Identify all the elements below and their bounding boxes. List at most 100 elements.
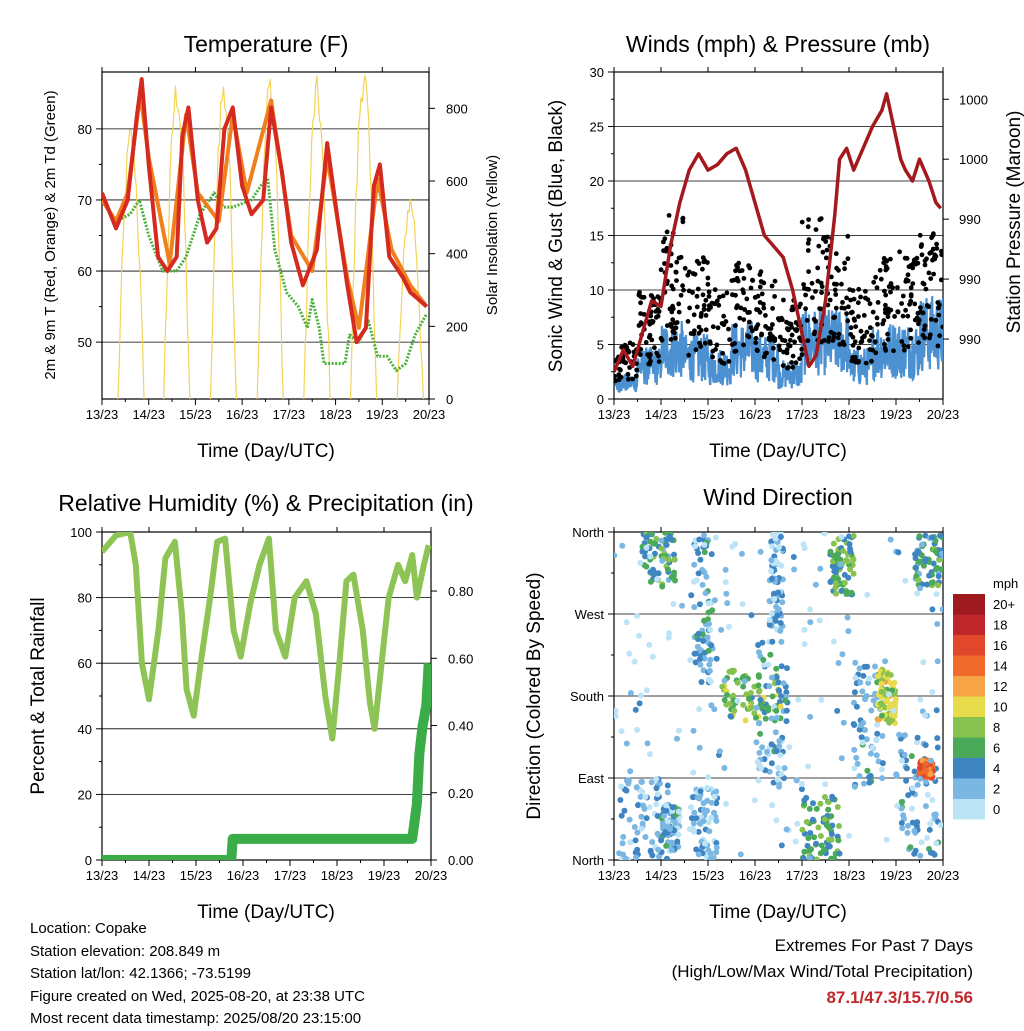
gust-point bbox=[752, 295, 758, 300]
direction-point bbox=[761, 661, 768, 668]
gust-point bbox=[804, 286, 810, 292]
direction-point bbox=[825, 799, 832, 806]
gust-point bbox=[674, 278, 679, 283]
gust-point bbox=[656, 359, 662, 364]
gust-point bbox=[638, 311, 643, 316]
gust-point bbox=[726, 326, 731, 332]
direction-point bbox=[690, 769, 697, 776]
direction-point bbox=[864, 591, 871, 598]
direction-point bbox=[691, 650, 698, 657]
direction-point bbox=[798, 781, 805, 787]
direction-point bbox=[638, 813, 645, 820]
gust-point bbox=[794, 328, 799, 334]
direction-point bbox=[695, 550, 702, 556]
direction-point bbox=[811, 834, 818, 841]
direction-point bbox=[634, 829, 641, 836]
direction-point bbox=[753, 704, 760, 711]
direction-point bbox=[838, 534, 845, 540]
direction-point bbox=[755, 720, 762, 727]
direction-point bbox=[747, 689, 754, 696]
gust-point bbox=[706, 307, 711, 312]
direction-point bbox=[737, 851, 744, 858]
direction-point bbox=[633, 854, 639, 860]
direction-point bbox=[801, 641, 808, 648]
gust-point bbox=[877, 267, 883, 273]
direction-point bbox=[710, 854, 717, 860]
gust-point bbox=[824, 234, 830, 240]
gust-point bbox=[806, 237, 812, 243]
dir-ytick-label: East bbox=[578, 771, 604, 786]
direction-point bbox=[778, 693, 785, 699]
gust-point bbox=[766, 337, 772, 342]
direction-point bbox=[778, 770, 785, 777]
gust-point bbox=[781, 297, 786, 303]
direction-point bbox=[707, 626, 714, 633]
direction-point bbox=[619, 542, 626, 549]
direction-point bbox=[927, 849, 934, 856]
direction-point bbox=[857, 679, 864, 686]
direction-point bbox=[742, 717, 749, 724]
temperature-ylabel: 2m & 9m T (Red, Orange) & 2m Td (Green) bbox=[42, 90, 59, 379]
sonic-wind-trace bbox=[614, 296, 943, 394]
gust-point bbox=[924, 303, 930, 308]
temp-xtick-label: 14/23 bbox=[132, 407, 165, 422]
gust-point bbox=[936, 305, 941, 311]
wind-y2label: Station Pressure (Maroon) bbox=[1004, 111, 1024, 334]
direction-point bbox=[885, 691, 892, 698]
colorbar-label: 18 bbox=[993, 618, 1007, 633]
gust-point bbox=[864, 329, 870, 335]
direction-point bbox=[701, 541, 708, 548]
direction-point bbox=[873, 752, 880, 759]
direction-point bbox=[659, 583, 666, 590]
direction-point bbox=[758, 765, 764, 772]
direction-point bbox=[695, 851, 702, 858]
gust-point bbox=[758, 269, 764, 275]
direction-point bbox=[639, 788, 646, 795]
colorbar-label: 2 bbox=[993, 782, 1000, 797]
colorbar-swatch bbox=[953, 717, 985, 738]
gust-point bbox=[696, 330, 702, 336]
direction-point bbox=[830, 638, 837, 645]
direction-point bbox=[774, 612, 781, 619]
direction-point bbox=[707, 850, 714, 857]
direction-point bbox=[914, 739, 920, 746]
direction-point bbox=[878, 766, 885, 773]
direction-point bbox=[922, 760, 929, 767]
rh-title: Relative Humidity (%) & Precipitation (i… bbox=[58, 490, 473, 516]
gust-point bbox=[908, 327, 913, 333]
gust-point bbox=[618, 367, 623, 373]
gust-point bbox=[686, 352, 692, 358]
direction-point bbox=[691, 828, 697, 835]
direction-point bbox=[793, 777, 800, 784]
gust-point bbox=[741, 276, 747, 281]
direction-point bbox=[933, 591, 940, 598]
direction-point bbox=[706, 661, 713, 668]
gust-point bbox=[720, 293, 726, 299]
direction-point bbox=[825, 843, 832, 850]
direction-point bbox=[632, 837, 639, 844]
direction-point bbox=[795, 696, 802, 703]
direction-point bbox=[858, 734, 865, 741]
direction-point bbox=[691, 809, 698, 816]
direction-point bbox=[619, 840, 626, 847]
rh-y2tick-label: 0.00 bbox=[448, 853, 473, 868]
gust-point bbox=[801, 282, 806, 287]
wind-pressure-panel: 0 5 10 15 20 25 30 13/23 14/23 15/23 16/23 17/23 18/… bbox=[590, 65, 988, 422]
direction-point bbox=[914, 590, 921, 597]
direction-point bbox=[618, 812, 625, 819]
direction-point bbox=[700, 667, 707, 674]
gust-point bbox=[672, 320, 678, 326]
gust-point bbox=[803, 306, 808, 312]
direction-point bbox=[817, 565, 824, 572]
direction-point bbox=[708, 702, 715, 709]
temp-ytick-label: 70 bbox=[78, 193, 92, 208]
direction-point bbox=[862, 727, 868, 733]
wind-xtick-label: 15/23 bbox=[692, 407, 725, 422]
direction-point bbox=[668, 839, 675, 846]
direction-point bbox=[775, 589, 782, 596]
direction-point bbox=[831, 568, 838, 575]
gust-point bbox=[643, 340, 649, 345]
wind-frame bbox=[613, 71, 944, 400]
rh-ytick-label: 80 bbox=[78, 591, 92, 606]
gust-point bbox=[826, 339, 831, 344]
